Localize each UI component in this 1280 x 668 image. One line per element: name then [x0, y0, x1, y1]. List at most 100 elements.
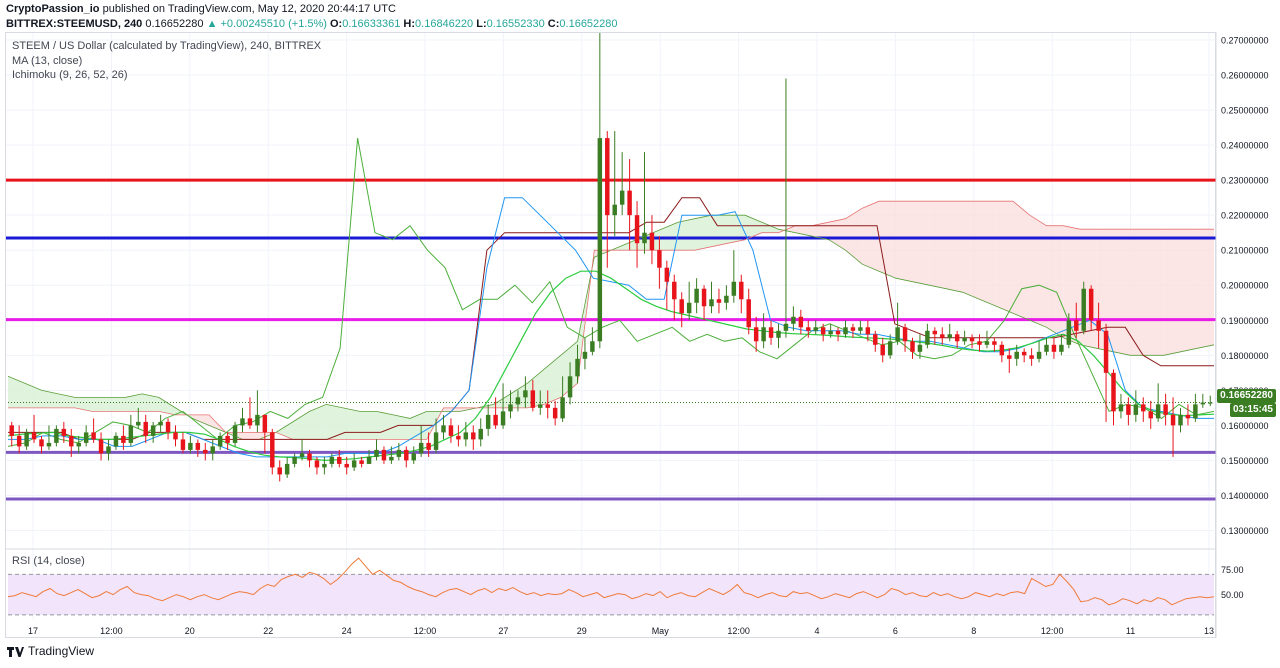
tradingview-logo-icon: [7, 647, 24, 657]
candle-body: [984, 341, 990, 345]
candle-body: [180, 439, 186, 450]
ichimoku-cloud-segment: [761, 222, 779, 233]
time-tick-label: 13: [1204, 626, 1214, 636]
price-tick-label: 0.22000000: [1221, 211, 1269, 221]
price-tick-label: 0.18000000: [1221, 351, 1269, 361]
ichimoku-cloud-segment: [192, 414, 209, 426]
candle-body: [1066, 320, 1072, 345]
open-label: O:: [330, 18, 343, 30]
candle-body: [694, 288, 699, 303]
candle-body: [858, 327, 863, 331]
candle-body: [895, 327, 900, 342]
candle-body: [545, 404, 550, 408]
price-tick-label: 0.20000000: [1221, 281, 1269, 291]
time-tick-label: 27: [498, 626, 508, 636]
footer-brand[interactable]: TradingView: [6, 644, 94, 658]
ichimoku-cloud-segment: [879, 201, 896, 279]
price-tick-label: 0.13000000: [1221, 526, 1269, 536]
ichimoku-cloud-segment: [560, 341, 578, 398]
time-tick-label: 11: [1126, 626, 1135, 636]
candle-body: [262, 414, 268, 433]
candle-body: [873, 334, 878, 345]
price-change: ▲ +0.00245510 (+1.5%): [206, 18, 327, 30]
candle-body: [158, 421, 163, 426]
candle-body: [798, 316, 804, 328]
candle-body: [538, 404, 543, 408]
candle-body: [128, 425, 134, 443]
time-tick-label: 29: [577, 626, 587, 636]
ichimoku-cloud-segment: [91, 397, 109, 412]
candle-body: [582, 351, 588, 359]
ichimoku-cloud-segment: [309, 404, 327, 440]
candle-body: [649, 232, 655, 251]
candle-body: [16, 435, 22, 447]
candle-body: [1148, 411, 1153, 419]
symbol-info: BITTREX:STEEMUSD, 240 0.16652280 ▲ +0.00…: [6, 17, 618, 31]
ichimoku-span-b-line: [8, 200, 1214, 440]
candle-body: [679, 299, 684, 314]
time-tick-label: 12:00: [727, 626, 750, 636]
candle-body: [299, 453, 305, 457]
candle-body: [843, 327, 848, 335]
candle-body: [1007, 355, 1012, 359]
candle-body: [307, 453, 312, 461]
candle-body: [1081, 288, 1086, 331]
close-label: C:: [547, 18, 560, 30]
ichimoku-cloud-segment: [895, 201, 913, 282]
candle-body: [880, 344, 885, 356]
candle-body: [917, 344, 923, 352]
candle-body: [1133, 404, 1139, 415]
candle-body: [746, 299, 751, 328]
candle-body: [940, 334, 945, 338]
candle-body: [1118, 404, 1124, 412]
candle-body: [1044, 344, 1049, 352]
price-tick-label: 0.15000000: [1221, 456, 1269, 466]
brand-name: TradingView: [28, 644, 95, 658]
candle-body: [605, 138, 610, 216]
candle-body: [441, 425, 446, 433]
candle-body: [962, 337, 967, 342]
open-value: 0.16633361: [342, 18, 401, 30]
candle-body: [210, 446, 215, 454]
candle-body: [136, 421, 141, 426]
candle-body: [463, 432, 469, 440]
candle-body: [54, 428, 59, 443]
ichimoku-cloud-segment: [443, 407, 461, 412]
ichimoku-cloud-layer: [8, 201, 1214, 440]
ichimoku-cloud-segment: [1113, 229, 1131, 356]
candle-body: [739, 281, 744, 300]
ichimoku-cloud-segment: [828, 218, 846, 251]
candle-body: [731, 281, 737, 296]
time-tick-label: 12:00: [100, 626, 123, 636]
candle-body: [247, 418, 253, 426]
candle-body: [627, 190, 632, 216]
candle-body: [813, 327, 818, 331]
candle-body: [500, 411, 506, 426]
candle-body: [932, 330, 938, 335]
candle-body: [270, 432, 275, 468]
candle-body: [1163, 404, 1168, 415]
candle-body: [314, 460, 320, 468]
candle-body: [865, 327, 871, 335]
ichimoku-cloud-segment: [1013, 201, 1030, 321]
ichimoku-cloud-segment: [627, 236, 645, 251]
time-tick-label: 12:00: [1041, 626, 1064, 636]
indicator-lines-layer: [7, 138, 1215, 462]
ichimoku-cloud-segment: [1163, 229, 1181, 356]
ichimoku-cloud-segment: [929, 201, 946, 289]
ichimoku-cloud-segment: [862, 201, 879, 272]
chart-frame: [5, 32, 1216, 638]
candle-body: [664, 267, 670, 282]
candle-body: [188, 442, 193, 450]
price-axis-layer: 0.27000000 0.26000000 0.25000000 0.24000000…: [1215, 32, 1269, 638]
candle-body: [165, 421, 171, 433]
author-name[interactable]: CryptoPassion_io: [6, 3, 100, 15]
candle-body: [404, 449, 409, 461]
candle-body: [493, 414, 498, 426]
candle-body: [396, 449, 402, 457]
candle-body: [374, 449, 379, 457]
ichimoku-cloud-segment: [24, 383, 42, 408]
candle-body: [203, 449, 208, 454]
price-tick-label: 0.14000000: [1221, 491, 1269, 501]
